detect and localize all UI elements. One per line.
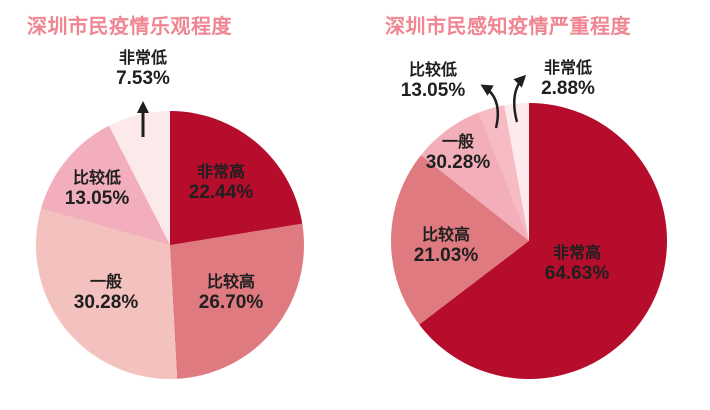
- slice-label: 比较低 13.05%: [65, 170, 129, 209]
- slice-category: 比较高: [421, 227, 471, 244]
- severity-chart-title: 深圳市民感知疫情严重程度: [385, 16, 631, 38]
- optimism-chart-title: 深圳市民疫情乐观程度: [27, 16, 232, 38]
- slice-label: 比较高 26.70%: [199, 274, 263, 313]
- slice-percent: 22.44%: [188, 182, 254, 203]
- pie-disc: [36, 111, 304, 379]
- slice-category: 一般: [89, 274, 123, 291]
- slice-label: 比较高 21.03%: [414, 227, 478, 266]
- slice-percent: 21.03%: [413, 245, 479, 266]
- slice-label: 一般 30.28%: [426, 134, 490, 173]
- slice-label: 非常低 2.88%: [541, 60, 595, 99]
- slice-label: 一般 30.28%: [74, 274, 138, 313]
- slice-category: 比较低: [408, 62, 458, 79]
- slice-label: 非常高 22.44%: [189, 164, 253, 203]
- slice-percent: 30.28%: [73, 292, 139, 313]
- slice-percent: 7.53%: [116, 68, 170, 89]
- slice-percent: 30.28%: [425, 152, 491, 173]
- slice-label: 非常低 7.53%: [116, 50, 170, 89]
- slice-label: 非常高 64.63%: [545, 245, 609, 284]
- slice-category: 比较高: [206, 274, 256, 291]
- slice-percent: 13.05%: [400, 80, 466, 101]
- slice-percent: 2.88%: [541, 78, 595, 99]
- slice-label: 比较低 13.05%: [401, 62, 465, 101]
- slice-category: 非常高: [196, 164, 246, 181]
- slice-category: 非常高: [552, 245, 602, 262]
- pie-disc: [391, 103, 667, 379]
- slice-category: 非常低: [543, 60, 592, 77]
- slice-category: 一般: [441, 134, 475, 151]
- slice-percent: 64.63%: [544, 263, 610, 284]
- slice-category: 比较低: [72, 170, 122, 187]
- slice-percent: 26.70%: [198, 292, 264, 313]
- slice-category: 非常低: [118, 50, 167, 67]
- slice-percent: 13.05%: [64, 188, 130, 209]
- severity-pie-chart: 非常高 64.63% 比较高 21.03% 一般 30.28% 比较低 13.05% 非常低 2.…: [355, 0, 710, 410]
- optimism-chart-panel: 深圳市民疫情乐观程度 非常高 22.44% 比较高 26.70% 一般 30.28% 比较低…: [27, 16, 304, 379]
- optimism-pie-chart: 非常高 22.44% 比较高 26.70% 一般 30.28% 比较低 13.05% 非常低 7.…: [36, 50, 304, 379]
- severity-chart-panel: 深圳市民感知疫情严重程度 非常高 64.63% 比较高 21.03% 一般 30.28% 比…: [355, 0, 710, 410]
